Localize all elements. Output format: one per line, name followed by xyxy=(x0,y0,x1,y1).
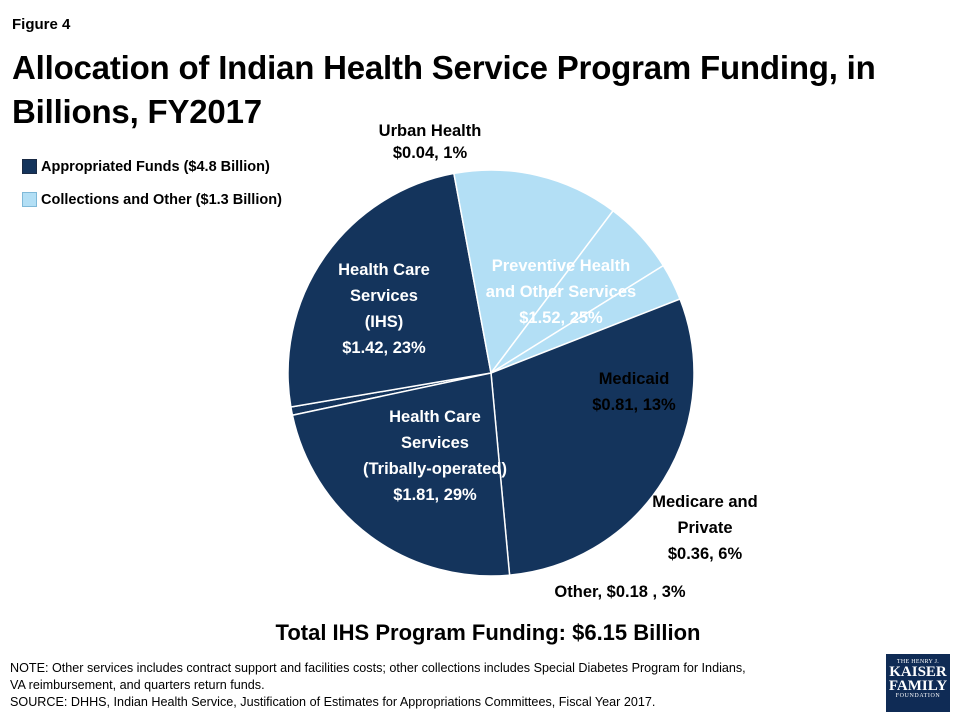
legend-swatch-collections xyxy=(22,192,37,207)
pie-slice-2 xyxy=(453,169,615,375)
pie-slice-6 xyxy=(291,372,511,577)
logo-line-2: KAISER xyxy=(889,664,947,680)
slice-label-1-line-2: $1.52, 25% xyxy=(519,309,603,327)
chart-legend: Appropriated Funds ($4.8 Billion) Collec… xyxy=(22,158,282,224)
slice-label-3-line-1: Private xyxy=(677,519,732,537)
slice-label-4-line-0: Other, $0.18 , 3% xyxy=(554,583,685,601)
legend-swatch-appropriated xyxy=(22,159,37,174)
note-and-source: NOTE: Other services includes contract s… xyxy=(10,660,872,711)
logo-line-4: FOUNDATION xyxy=(895,693,941,699)
total-funding-label: Total IHS Program Funding: $6.15 Billion xyxy=(275,620,701,645)
pie-slice-5 xyxy=(490,298,695,576)
slice-label-2-line-1: $0.81, 13% xyxy=(592,396,676,414)
slice-label-5: Health Care Services (Tribally-operated) $1… xyxy=(363,408,507,504)
legend-label-collections: Collections and Other ($1.3 Billion) xyxy=(41,191,282,208)
kaiser-family-foundation-logo: THE HENRY J. KAISER FAMILY FOUNDATION xyxy=(886,654,950,712)
slice-label-5-line-0: Health Care xyxy=(389,408,481,426)
logo-line-3: FAMILY xyxy=(888,678,948,694)
slice-label-1: Preventive Health and Other Services $1.52… xyxy=(486,257,636,327)
figure-label: Figure 4 xyxy=(12,16,71,33)
slice-label-3-line-2: $0.36, 6% xyxy=(668,545,743,563)
slice-label-6: Health Care Services (IHS) $1.42, 23% xyxy=(338,261,430,357)
slice-label-6-line-0: Health Care xyxy=(338,261,430,279)
slice-label-0: Urban Health $0.04, 1% xyxy=(379,122,482,162)
slice-label-0-line-1: $0.04, 1% xyxy=(393,144,468,162)
slice-label-0-line-0: Urban Health xyxy=(379,122,482,140)
slice-label-6-line-1: Services xyxy=(350,287,418,305)
chart-title-line-1: Allocation of Indian Health Service Prog… xyxy=(12,49,876,86)
source-line: SOURCE: DHHS, Indian Health Service, Jus… xyxy=(10,695,656,709)
slice-label-5-line-3: $1.81, 29% xyxy=(393,486,477,504)
note-line-2: VA reimbursement, and quarters return fu… xyxy=(10,678,265,692)
legend-label-appropriated: Appropriated Funds ($4.8 Billion) xyxy=(41,158,270,175)
logo-line-1: THE HENRY J. xyxy=(896,659,940,665)
chart-title-line-2: Billions, FY2017 xyxy=(12,93,262,130)
slice-label-6-line-2: (IHS) xyxy=(365,313,404,331)
slice-label-3: Medicare and Private $0.36, 6% xyxy=(652,493,757,563)
slice-label-5-line-2: (Tribally-operated) xyxy=(363,460,507,478)
slice-label-2: Medicaid $0.81, 13% xyxy=(592,370,676,414)
slice-label-4: Other, $0.18 , 3% xyxy=(554,583,685,601)
slice-label-1-line-1: and Other Services xyxy=(486,283,636,301)
note-line-1: NOTE: Other services includes contract s… xyxy=(10,661,746,675)
slice-label-3-line-0: Medicare and xyxy=(652,493,757,511)
slice-label-6-line-3: $1.42, 23% xyxy=(342,339,426,357)
legend-item-collections: Collections and Other ($1.3 Billion) xyxy=(22,191,282,208)
slice-label-1-line-0: Preventive Health xyxy=(492,257,630,275)
slice-label-5-line-1: Services xyxy=(401,434,469,452)
pie-slice-1 xyxy=(287,172,492,408)
legend-item-appropriated: Appropriated Funds ($4.8 Billion) xyxy=(22,158,282,175)
chart-title: Allocation of Indian Health Service Prog… xyxy=(12,46,912,134)
slice-label-2-line-0: Medicaid xyxy=(599,370,670,388)
